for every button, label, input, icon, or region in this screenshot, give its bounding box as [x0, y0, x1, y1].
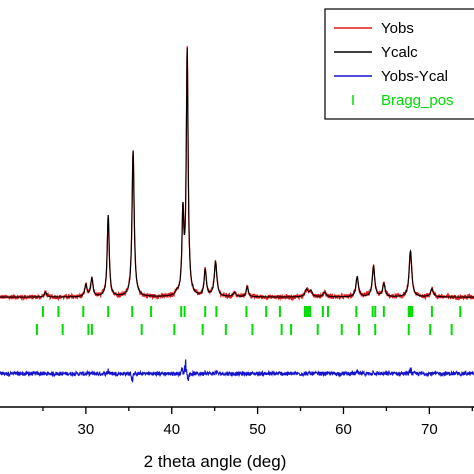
series-diff-line: [0, 359, 474, 383]
x-tick-label: 60: [335, 421, 352, 438]
legend-label: Bragg_pos: [381, 92, 454, 109]
legend: Yobs Ycalc Yobs-Ycal Bragg_pos: [324, 8, 474, 120]
x-tick-label: 40: [163, 421, 180, 438]
x-tick-label: 50: [249, 421, 266, 438]
x-tick-label: 70: [421, 421, 438, 438]
x-tick-label: 30: [78, 421, 95, 438]
legend-label: Yobs-Ycal: [381, 68, 448, 85]
bragg-layer: [35, 306, 462, 335]
legend-label: Ycalc: [381, 44, 418, 61]
x-axis: 30 40 50 60 70: [0, 406, 474, 438]
legend-label: Yobs: [381, 20, 414, 37]
series-layer: [0, 46, 474, 383]
x-axis-label: 2 theta angle (deg): [144, 452, 287, 471]
series-ycalc-line: [0, 47, 474, 298]
